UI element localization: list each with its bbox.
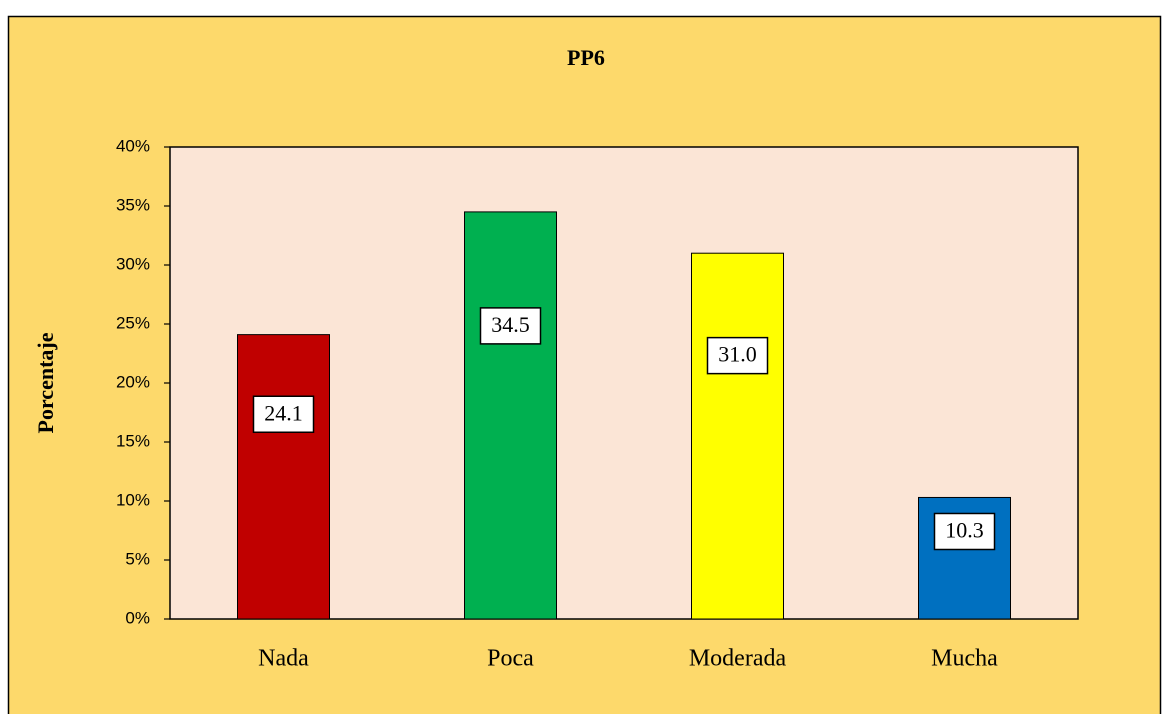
x-tick-label: Poca [487, 646, 534, 672]
y-axis-label: Porcentaje [33, 332, 58, 433]
y-tick-label: 20% [116, 372, 150, 391]
bar [464, 211, 557, 620]
y-tick-label: 25% [116, 313, 150, 332]
y-tick-label: 0% [125, 608, 150, 627]
data-label-box [933, 512, 996, 551]
data-label: 31.0 [718, 342, 757, 367]
data-label: 24.1 [264, 400, 303, 425]
data-label-box [479, 307, 542, 345]
data-label-box [706, 336, 769, 375]
chart-title: PP6 [567, 45, 605, 70]
bar [237, 334, 330, 620]
y-tick-label: 10% [116, 490, 150, 509]
bar [691, 252, 784, 620]
y-tick-label: 40% [116, 136, 150, 155]
y-tick-label: 30% [116, 254, 150, 273]
x-tick-label: Nada [258, 646, 309, 672]
y-tick-label: 5% [125, 549, 150, 568]
x-tick-label: Moderada [689, 646, 787, 672]
x-tick-label: Mucha [931, 646, 998, 672]
y-tick-label: 15% [116, 431, 150, 450]
data-label: 10.3 [945, 518, 984, 543]
data-label-box [252, 395, 315, 433]
y-tick-label: 35% [116, 195, 150, 214]
data-label: 34.5 [491, 312, 530, 337]
